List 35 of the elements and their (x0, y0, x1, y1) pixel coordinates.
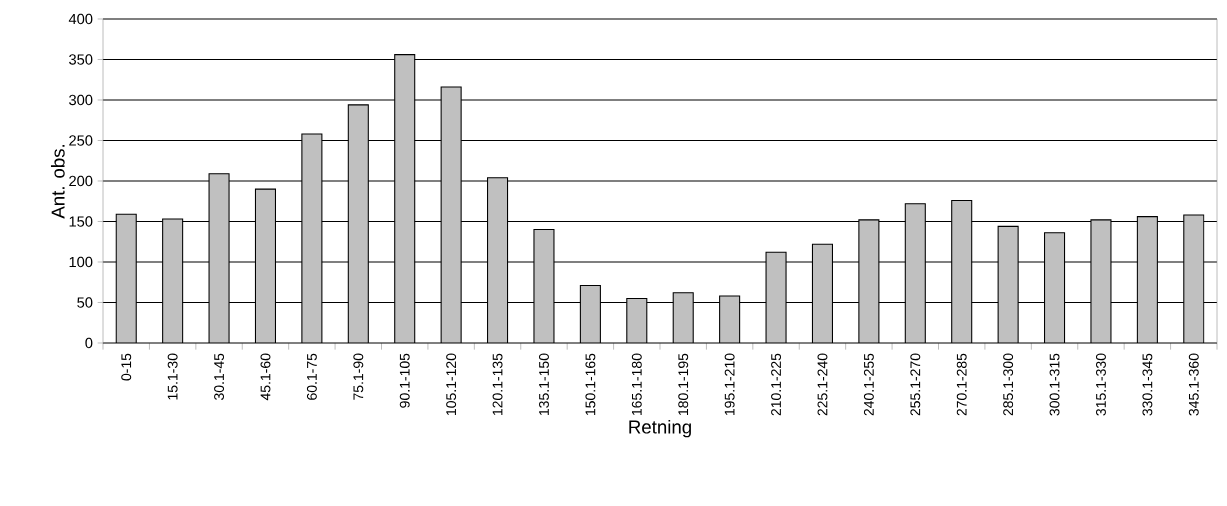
x-tick-label: 60.1-75 (306, 353, 317, 400)
x-tick-label: 90.1-105 (399, 353, 410, 408)
x-tick-label: 75.1-90 (353, 353, 364, 400)
x-tick-label: 15.1-30 (167, 353, 178, 400)
x-tick-label: 315.1-330 (1096, 353, 1106, 416)
x-tick-label: 30.1-45 (214, 353, 225, 400)
y-tick-label: 400 (68, 13, 93, 25)
x-tick-label: 45.1-60 (260, 353, 271, 401)
y-tick-label: 50 (77, 297, 93, 308)
x-tick-label: 105.1-120 (446, 353, 457, 416)
y-tick-label: 100 (69, 256, 93, 268)
x-axis-title: Retning (629, 419, 691, 438)
y-tick-label: 200 (69, 175, 93, 187)
x-tick-label: 255.1-270 (910, 353, 921, 416)
x-tick-label: 0-15 (121, 353, 132, 381)
x-tick-label: 195.1-210 (724, 353, 735, 416)
y-tick-label: 300 (69, 94, 93, 106)
y-tick-label: 150 (69, 216, 93, 227)
x-tick-label: 300.1-315 (1049, 353, 1060, 416)
x-tick-label: 165.1-180 (631, 353, 642, 416)
x-tick-label: 285.1-300 (1003, 353, 1014, 416)
x-tick-label: 345.1-360 (1188, 353, 1199, 416)
x-tick-label: 240.1-255 (863, 353, 874, 416)
x-tick-label: 210.1-225 (771, 353, 782, 416)
x-tick-label: 150.1-165 (585, 353, 596, 416)
x-tick-label: 120.1-135 (492, 353, 503, 416)
x-tick-label: 180.1-195 (678, 353, 689, 416)
x-tick-label: 135.1-150 (539, 353, 549, 416)
x-tick-label: 270.1-285 (956, 353, 967, 416)
y-tick-label: 0 (85, 337, 93, 349)
x-tick-label: 225.1-240 (817, 353, 828, 416)
y-tick-label: 350 (69, 54, 93, 65)
y-axis-title: Ant. obs. (50, 144, 65, 219)
x-tick-label: 330.1-345 (1142, 353, 1153, 416)
y-tick-label: 250 (69, 135, 93, 146)
